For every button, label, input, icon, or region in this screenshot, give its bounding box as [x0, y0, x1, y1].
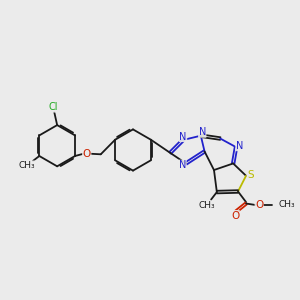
Text: O: O — [255, 200, 263, 210]
Text: CH₃: CH₃ — [19, 161, 36, 170]
Text: Cl: Cl — [48, 102, 58, 112]
Text: CH₃: CH₃ — [198, 201, 215, 210]
Text: O: O — [231, 211, 239, 220]
Text: S: S — [247, 170, 254, 180]
Text: O: O — [82, 149, 91, 159]
Text: N: N — [199, 127, 206, 137]
Text: N: N — [236, 141, 243, 151]
Text: N: N — [179, 131, 187, 142]
Text: N: N — [179, 160, 186, 170]
Text: CH₃: CH₃ — [279, 200, 295, 209]
